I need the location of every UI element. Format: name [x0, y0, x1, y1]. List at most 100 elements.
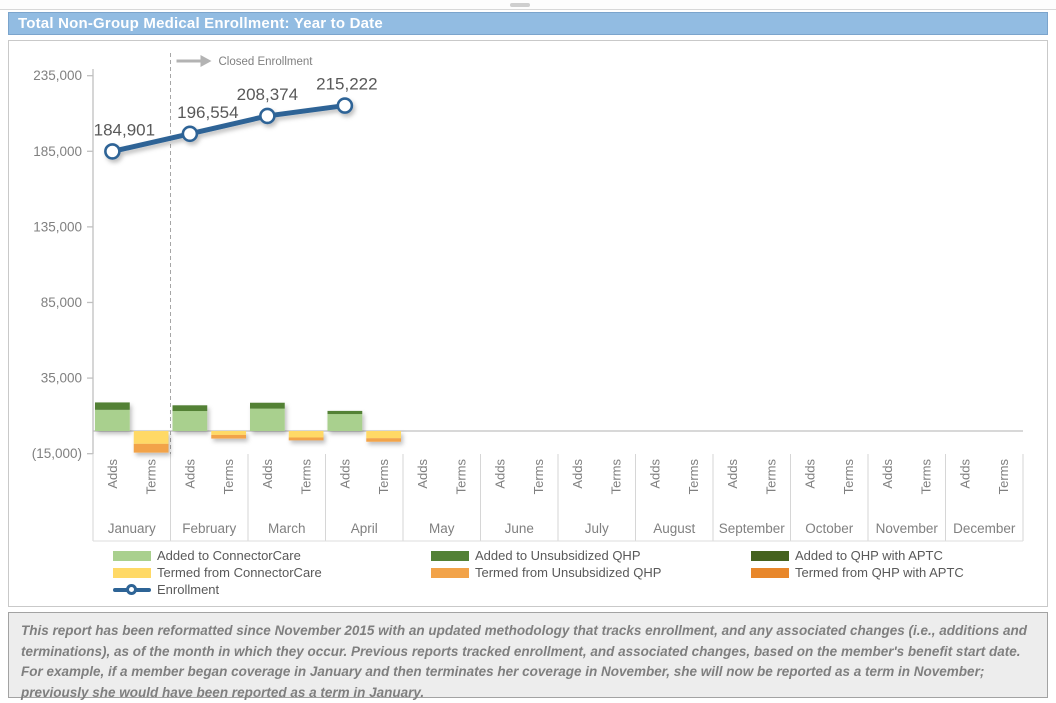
title-bar: Total Non-Group Medical Enrollment: Year…	[8, 12, 1048, 35]
legend-label: Termed from Unsubsidized QHP	[475, 565, 662, 580]
enrollment-point	[181, 125, 199, 143]
month-label: May	[429, 521, 455, 536]
legend-item: Added to QHP with APTC	[751, 547, 964, 564]
category-label: Terms	[454, 459, 469, 495]
month-label: March	[268, 521, 306, 536]
bar-segment	[172, 405, 208, 412]
bar-segment	[95, 402, 130, 410]
legend-label: Termed from ConnectorCare	[157, 565, 322, 580]
enrollment-data-label: 184,901	[94, 120, 155, 139]
enrollment-line	[109, 103, 348, 154]
bars-group	[95, 402, 401, 453]
category-label: Terms	[299, 459, 314, 495]
page-title: Total Non-Group Medical Enrollment: Year…	[18, 15, 383, 32]
bar-segment	[95, 409, 130, 431]
legend-swatch-icon	[113, 567, 151, 578]
enrollment-point	[259, 107, 276, 125]
y-axis-tick-label: 35,000	[41, 371, 82, 386]
bar-segment	[327, 410, 363, 415]
category-label: Terms	[144, 459, 159, 495]
month-label: June	[505, 521, 534, 536]
category-label: Adds	[570, 459, 585, 489]
footnote-text: This report has been reformatted since N…	[21, 623, 1027, 700]
category-label: Terms	[996, 459, 1011, 495]
legend-item: Termed from Unsubsidized QHP	[431, 564, 661, 581]
y-axis-tick-label: 85,000	[41, 295, 82, 310]
legend-swatch-icon	[113, 550, 151, 561]
category-label: Adds	[415, 459, 430, 489]
category-label: Adds	[802, 459, 817, 489]
category-label: Adds	[492, 459, 507, 489]
legend-item: Added to ConnectorCare	[113, 547, 322, 564]
enrollment-line-group	[104, 97, 354, 160]
bar-segment	[133, 431, 169, 444]
legend-label: Added to Unsubsidized QHP	[475, 548, 641, 563]
month-label: April	[351, 521, 378, 536]
month-label: December	[953, 521, 1016, 536]
legend-swatch-icon	[751, 550, 789, 561]
enrollment-point	[104, 143, 121, 160]
window-handle-icon	[510, 3, 530, 7]
category-label: Adds	[337, 459, 352, 489]
chart-legend: Added to ConnectorCare Termed from Connec…	[9, 545, 1047, 603]
enrollment-data-label: 196,554	[177, 103, 238, 122]
bar-segment	[211, 434, 246, 439]
category-label: Terms	[376, 459, 391, 495]
category-label: Terms	[609, 459, 624, 495]
legend-swatch-icon	[431, 550, 469, 561]
legend-swatch-icon	[431, 567, 469, 578]
legend-item: Enrollment	[113, 581, 322, 598]
closed-enrollment-label: Closed Enrollment	[219, 56, 314, 68]
category-label: Terms	[686, 459, 701, 495]
category-label: Adds	[105, 459, 120, 489]
legend-column: Added to QHP with APTC Termed from QHP wi…	[751, 547, 964, 581]
legend-column: Added to Unsubsidized QHP Termed from Uns…	[431, 547, 661, 581]
legend-label: Added to QHP with APTC	[795, 548, 943, 563]
legend-swatch-icon	[751, 567, 789, 578]
category-label: Adds	[647, 459, 662, 489]
footnote-box: This report has been reformatted since N…	[8, 612, 1048, 700]
bar-segment	[211, 431, 246, 435]
category-label: Terms	[841, 459, 856, 495]
bar-segment	[172, 411, 208, 431]
legend-item: Termed from ConnectorCare	[113, 564, 322, 581]
bar-segment	[366, 438, 401, 442]
legend-label: Added to ConnectorCare	[157, 548, 301, 563]
bar-segment	[366, 431, 401, 439]
y-axis-tick-label: 235,000	[33, 68, 82, 83]
month-label: August	[653, 521, 695, 536]
bar-segment	[288, 431, 324, 438]
month-label: February	[182, 521, 236, 536]
category-label: Terms	[531, 459, 546, 495]
category-label: Terms	[919, 459, 934, 495]
legend-marker-icon	[126, 584, 137, 595]
category-label: Adds	[880, 459, 895, 489]
bar-segment	[250, 402, 285, 409]
y-axis-tick-label: (15,000)	[32, 446, 82, 461]
month-label: July	[585, 521, 609, 536]
category-label: Adds	[182, 459, 197, 489]
month-label: November	[876, 521, 939, 536]
chart-panel: 235,000 185,000 135,000 85,000 35,000 (15,000…	[8, 40, 1048, 607]
enrollment-point	[336, 97, 354, 114]
category-label: Adds	[957, 459, 972, 489]
month-label: January	[108, 521, 156, 536]
month-label: October	[805, 521, 854, 536]
category-label: Terms	[221, 459, 236, 495]
closed-enrollment-arrow-icon	[200, 55, 212, 67]
category-label: Adds	[260, 459, 275, 489]
legend-column: Added to ConnectorCare Termed from Connec…	[113, 547, 322, 598]
month-label: September	[719, 521, 786, 536]
enrollment-data-label: 215,222	[316, 75, 377, 94]
bar-segment	[288, 437, 324, 441]
category-label: Terms	[764, 459, 779, 495]
y-axis-tick-label: 135,000	[33, 219, 82, 234]
window-top-strip	[0, 0, 1056, 10]
legend-item: Added to Unsubsidized QHP	[431, 547, 661, 564]
category-label: Adds	[725, 459, 740, 489]
legend-label: Termed from QHP with APTC	[795, 565, 964, 580]
bar-segment	[250, 408, 285, 431]
legend-item: Termed from QHP with APTC	[751, 564, 964, 581]
enrollment-data-label: 208,374	[237, 85, 298, 104]
y-axis-tick-label: 185,000	[33, 144, 82, 159]
